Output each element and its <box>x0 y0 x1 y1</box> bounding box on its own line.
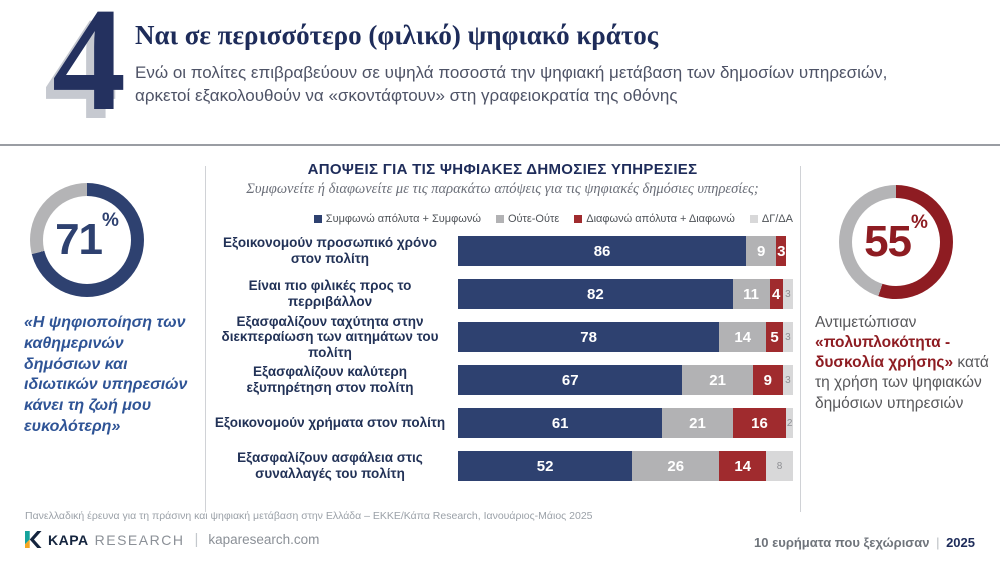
bar-segment-agree: 61 <box>458 408 663 438</box>
bar-segment-disagree: 5 <box>766 322 783 352</box>
chart-row: Εξοικονομούν προσωπικό χρόνο στον πολίτη… <box>210 235 793 266</box>
caption-after: κατά τη χρήση των ψηφιακών δημόσιων υπηρ… <box>815 354 989 412</box>
legend-swatch-disagree-icon <box>574 215 583 223</box>
bar-category-label: Εξασφαλίζουν καλύτερη εξυπηρέτηση στον π… <box>246 364 414 395</box>
chart-row: Εξασφαλίζουν ταχύτητα στην διεκπεραίωση … <box>210 314 793 360</box>
bar-segment-unsure: 3 <box>782 322 793 352</box>
kapa-logo-icon <box>25 531 42 548</box>
donut-percent-value: 55 <box>864 217 912 266</box>
findings-label: 10 ευρήματα που ξεχώρισαν <box>754 535 930 550</box>
legend-item-unsure: ΔΓ/ΔΑ <box>749 213 793 225</box>
kapa-research-logo: KAPA RESEARCH | kaparesearch.com <box>25 531 319 548</box>
bar-segment-agree: 67 <box>458 365 683 395</box>
bar-segment-disagree: 9 <box>752 365 783 395</box>
bar-segment-neutral: 14 <box>719 322 767 352</box>
brand-name-light: RESEARCH <box>94 531 185 548</box>
bar-segment-neutral: 21 <box>662 408 733 438</box>
bar-segment-agree: 82 <box>458 279 733 309</box>
bar-segment-neutral: 21 <box>682 365 753 395</box>
legend-label: Ούτε-Ούτε <box>507 213 560 225</box>
chart-legend: Συμφωνώ απόλυτα + Συμφωνώ Ούτε-Ούτε Διαφ… <box>210 213 793 225</box>
bar-segment-unsure: 3 <box>782 279 793 309</box>
legend-swatch-agree-icon <box>313 215 322 223</box>
chart-row: Είναι πιο φιλικές προς το περριβάλλον 82 1… <box>210 278 793 309</box>
legend-item-neutral: Ούτε-Ούτε <box>495 213 560 225</box>
website-link[interactable]: kaparesearch.com <box>208 532 320 547</box>
bar-segment-agree: 52 <box>458 451 633 481</box>
finding-number: 4 <box>52 0 126 142</box>
bar-segment-agree: 78 <box>458 322 720 352</box>
bar-segment-unsure: 2 <box>786 408 793 438</box>
logo-divider: | <box>194 531 199 548</box>
caption-before: Αντιμετώπισαν <box>815 314 917 331</box>
bar-segment-agree: 86 <box>458 236 747 266</box>
bar-segment-disagree: 4 <box>769 279 783 309</box>
right-vertical-divider <box>800 166 801 512</box>
left-vertical-divider <box>205 166 206 512</box>
bar-category-label: Εξοικονομούν χρήματα στον πολίτη <box>214 415 446 431</box>
left-quote-text: «Η ψηφιοποίηση των καθημερινών δημόσιων … <box>24 314 188 435</box>
donut-hole: 71 % <box>43 196 131 284</box>
legend-swatch-neutral-icon <box>495 215 504 223</box>
bar-segment-unsure: 8 <box>766 451 793 481</box>
page-title: Ναι σε περισσότερο (φιλικό) ψηφιακό κράτ… <box>135 20 659 50</box>
donut-percent-value: 71 <box>55 215 103 264</box>
donut-chart-71: 71 % <box>30 183 144 297</box>
donut-hole: 55 % <box>852 198 940 286</box>
legend-label: Διαφωνώ απόλυτα + Διαφωνώ <box>586 213 735 225</box>
stacked-bar: 52 26 14 8 <box>458 451 793 481</box>
survey-footnote: Πανελλαδική έρευνα για τη πράσινη και ψη… <box>25 510 593 522</box>
page-subtitle: Ενώ οι πολίτες επιβραβεύουν σε υψηλά ποσ… <box>135 63 888 105</box>
footer-right-text: 10 ευρήματα που ξεχώρισαν | 2025 <box>754 535 975 550</box>
chart-title: ΑΠΟΨΕΙΣ ΓΙΑ ΤΙΣ ΨΗΦΙΑΚΕΣ ΔΗΜΟΣΙΕΣ ΥΠΗΡΕΣ… <box>307 161 698 178</box>
bar-segment-neutral: 11 <box>732 279 770 309</box>
bar-segment-neutral: 26 <box>632 451 720 481</box>
legend-item-agree: Συμφωνώ απόλυτα + Συμφωνώ <box>313 213 481 225</box>
donut-chart-55: 55 % <box>839 185 953 299</box>
bar-segment-unsure: 3 <box>782 365 793 395</box>
stacked-bar: 67 21 9 3 <box>458 365 793 395</box>
bar-segment-disagree: 16 <box>732 408 787 438</box>
legend-label: ΔΓ/ΔΑ <box>761 213 793 225</box>
bar-segment-unsure <box>786 236 793 266</box>
bar-category-label: Εξοικονομούν προσωπικό χρόνο στον πολίτη <box>222 235 438 266</box>
percent-sign: % <box>102 210 119 231</box>
bar-segment-neutral: 9 <box>746 236 777 266</box>
legend-swatch-unsure-icon <box>749 215 758 223</box>
legend-item-disagree: Διαφωνώ απόλυτα + Διαφωνώ <box>574 213 735 225</box>
stacked-bar: 61 21 16 2 <box>458 408 793 438</box>
chart-row: Εξασφαλίζουν καλύτερη εξυπηρέτηση στον π… <box>210 364 793 395</box>
footer-year: 2025 <box>946 535 975 550</box>
bar-segment-disagree: 14 <box>719 451 767 481</box>
brand-name-bold: KAPA <box>48 531 89 548</box>
stacked-bar: 86 9 3 <box>458 236 793 266</box>
right-caption-text: Αντιμετώπισαν «πολυπλοκότητα - δυσκολία … <box>815 313 991 414</box>
bar-segment-disagree: 3 <box>776 236 787 266</box>
legend-label: Συμφωνώ απόλυτα + Συμφωνώ <box>325 213 481 225</box>
chart-row: Εξασφαλίζουν ασφάλεια στις συναλλαγές το… <box>210 450 793 481</box>
chart-row: Εξοικονομούν χρήματα στον πολίτη 61 21 16 2 <box>210 408 793 438</box>
bar-category-label: Εξασφαλίζουν ταχύτητα στην διεκπεραίωση … <box>221 313 439 360</box>
bar-category-label: Είναι πιο φιλικές προς το περριβάλλον <box>248 278 412 309</box>
bar-category-label: Εξασφαλίζουν ασφάλεια στις συναλλαγές το… <box>237 450 423 481</box>
stacked-bar: 82 11 4 3 <box>458 279 793 309</box>
footer-divider: | <box>936 535 940 550</box>
stacked-bar-chart: Εξοικονομούν προσωπικό χρόνο στον πολίτη… <box>210 235 793 494</box>
chart-subtitle: Συμφωνείτε ή διαφωνείτε με τις παρακάτω … <box>246 181 759 197</box>
percent-sign: % <box>911 212 928 233</box>
header-divider <box>0 144 1000 146</box>
stacked-bar: 78 14 5 3 <box>458 322 793 352</box>
caption-highlight: «πολυπλοκότητα - δυσκολία χρήσης» <box>815 334 954 372</box>
